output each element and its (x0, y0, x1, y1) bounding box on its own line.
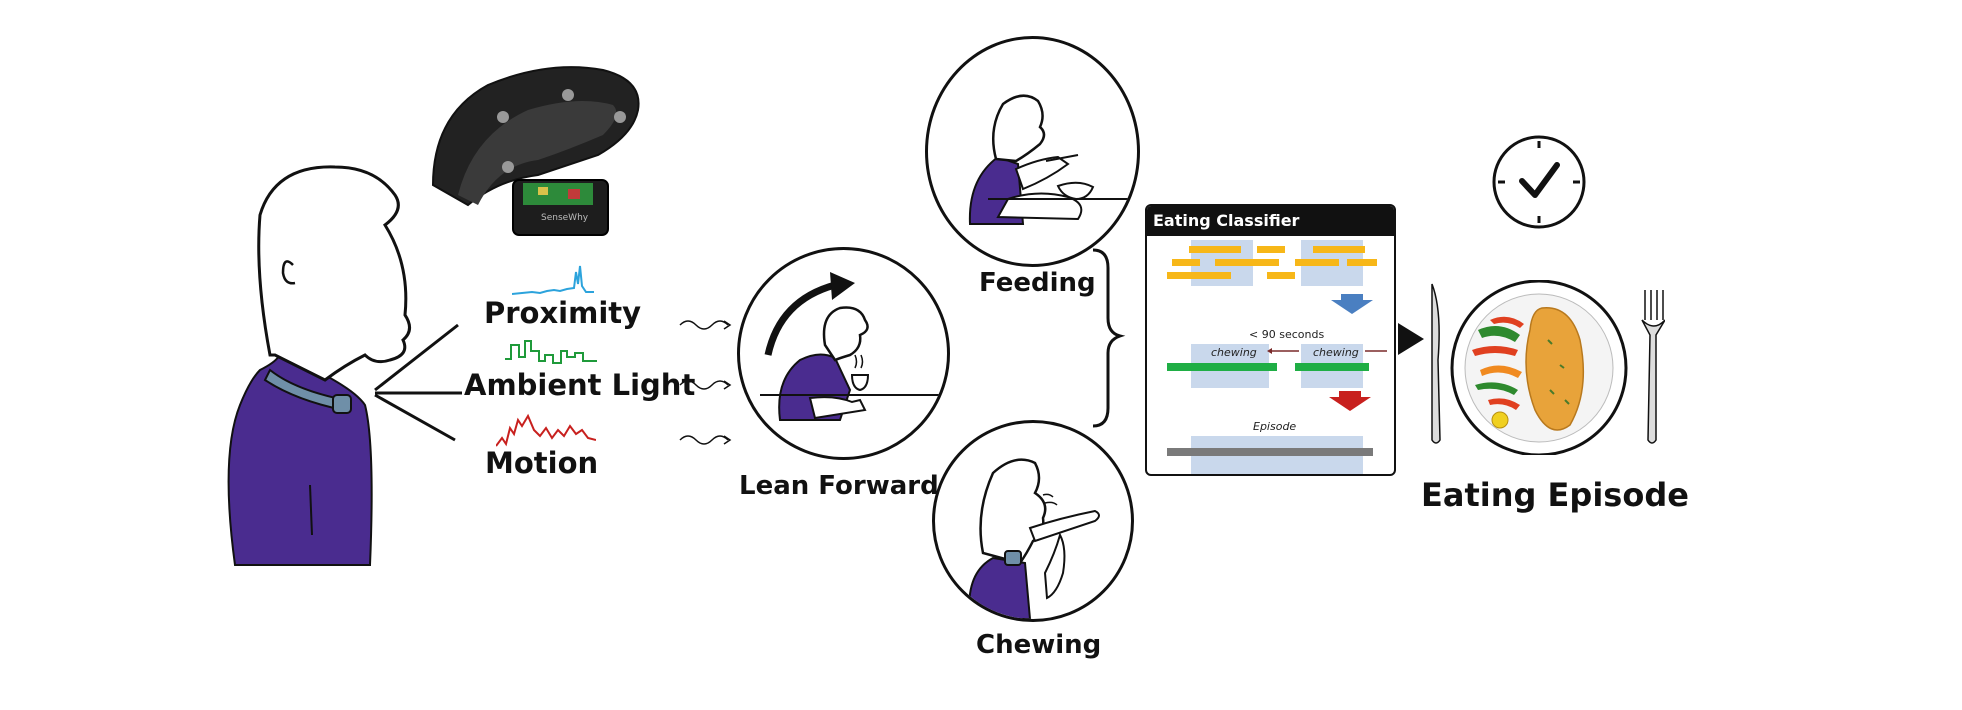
output-arrow (1398, 323, 1424, 355)
chewing-window-right-label: chewing (1313, 346, 1359, 359)
feeding-label: Feeding (979, 268, 1096, 298)
person-shirt (227, 344, 373, 566)
person-head-outline (257, 165, 411, 382)
gap-label: < 90 seconds (1249, 328, 1325, 341)
chewing-illustration (968, 458, 1100, 619)
sensor-connector-lines (374, 323, 462, 442)
wavy-arrows (679, 320, 732, 445)
lean-forward-illustration (760, 272, 940, 421)
ambient-light-label: Ambient Light (464, 368, 696, 402)
lean-forward-circle (737, 247, 950, 460)
plate-with-food-illustration (1431, 280, 1665, 455)
feeding-circle (925, 36, 1140, 267)
motion-signal-trace (496, 413, 596, 447)
chewing-window-left-label: chewing (1211, 346, 1257, 359)
eating-episode-label: Eating Episode (1421, 476, 1689, 514)
necklace-sensor (332, 394, 352, 414)
device-brand-text: SenseWhy (541, 213, 589, 223)
chewing-label: Chewing (976, 630, 1102, 660)
chewing-circle (932, 420, 1134, 622)
feeding-illustration (968, 94, 1137, 225)
ambient-light-signal-trace (505, 340, 597, 364)
proximity-signal-trace (512, 265, 594, 295)
curly-brace (1092, 248, 1126, 428)
classifier-graphic (1167, 240, 1387, 474)
motion-label: Motion (485, 446, 599, 480)
person-with-necklace-illustration (227, 165, 411, 566)
episode-label: Episode (1253, 420, 1297, 433)
knife-icon (1431, 283, 1441, 444)
clock-icon (1492, 135, 1586, 229)
eating-classifier-panel: Eating Classifier (1145, 204, 1396, 476)
necklace-device-photo: SenseWhy (431, 66, 640, 236)
fork-icon (1641, 290, 1665, 444)
classifier-title: Eating Classifier (1147, 206, 1394, 236)
proximity-label: Proximity (484, 296, 642, 330)
lean-forward-label: Lean Forward (739, 471, 939, 501)
